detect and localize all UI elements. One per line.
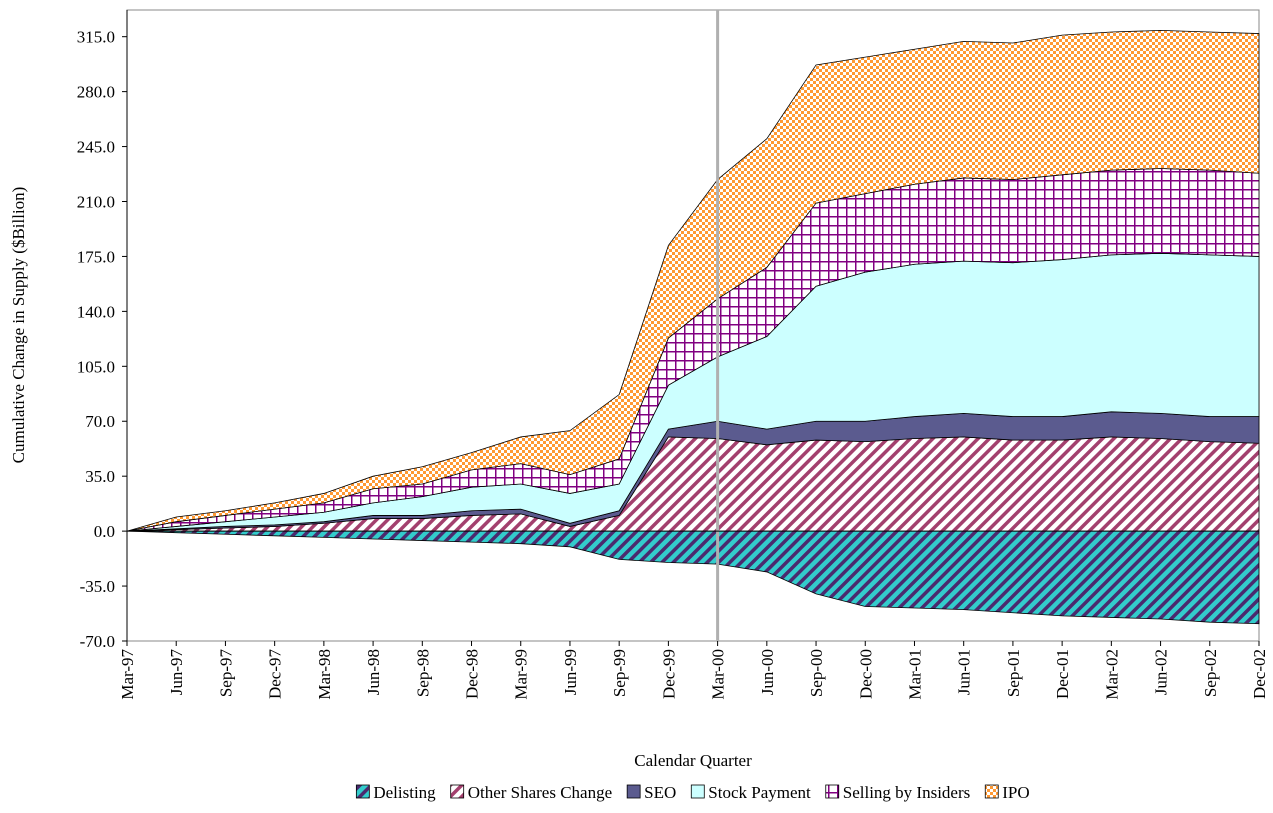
x-tick-label: Jun-00 [758,649,777,695]
x-tick-label: Dec-99 [659,649,678,699]
y-tick-label: 315.0 [77,28,115,47]
x-tick-label: Sep-98 [413,649,432,697]
legend-swatch [825,784,840,799]
legend-label: Stock Payment [708,783,811,802]
x-tick-label: Dec-00 [856,649,875,699]
legend-swatch [450,784,465,799]
y-tick-label: -35.0 [80,577,115,596]
y-tick-label: 140.0 [77,302,115,321]
y-tick-label: 70.0 [85,412,115,431]
y-tick-label: 0.0 [94,522,115,541]
legend-swatch [984,784,999,799]
x-tick-label: Mar-01 [905,649,924,700]
legend-swatch [690,784,705,799]
x-tick-label: Sep-01 [1004,649,1023,697]
legend-item: Other Shares Change [450,783,612,802]
x-tick-label: Jun-98 [364,649,383,695]
y-tick-label: 35.0 [85,467,115,486]
legend-swatch [626,784,641,799]
x-tick-label: Mar-00 [709,649,728,700]
legend-label: IPO [1002,783,1029,802]
y-axis-title: Cumulative Change in Supply ($Billion) [9,187,28,464]
legend-label: Delisting [373,783,436,802]
x-tick-label: Jun-01 [955,649,974,695]
y-tick-label: 280.0 [77,83,115,102]
x-tick-label: Mar-02 [1102,649,1121,700]
x-tick-label: Sep-99 [610,649,629,697]
y-tick-label: 175.0 [77,247,115,266]
x-tick-label: Sep-02 [1201,649,1220,697]
x-tick-label: Sep-97 [216,649,235,698]
x-tick-label: Dec-97 [266,649,285,700]
y-tick-label: 245.0 [77,138,115,157]
legend-label: Selling by Insiders [843,783,971,802]
legend-item: Selling by Insiders [825,783,971,802]
x-tick-label: Jun-02 [1152,649,1171,695]
x-tick-label: Dec-98 [463,649,482,699]
x-axis-title: Calendar Quarter [634,751,752,770]
area [126,30,1260,532]
y-tick-label: 210.0 [77,192,115,211]
x-tick-label: Sep-00 [807,649,826,697]
x-tick-label: Dec-02 [1250,649,1269,699]
legend-label: SEO [644,783,676,802]
y-tick-label: -70.0 [80,632,115,651]
legend-swatch [355,784,370,799]
y-tick-label: 105.0 [77,357,115,376]
legend-item: SEO [626,783,676,802]
legend-item: IPO [984,783,1030,802]
legend-item: Stock Payment [690,783,811,802]
x-tick-label: Mar-98 [315,649,334,700]
x-tick-label: Dec-01 [1053,649,1072,699]
x-tick-label: Jun-99 [561,649,580,695]
legend-label: Other Shares Change [468,783,612,802]
x-tick-label: Mar-97 [118,649,137,700]
x-tick-label: Mar-99 [512,649,531,700]
x-tick-label: Jun-97 [167,649,186,696]
legend-item: Delisting [355,783,436,802]
